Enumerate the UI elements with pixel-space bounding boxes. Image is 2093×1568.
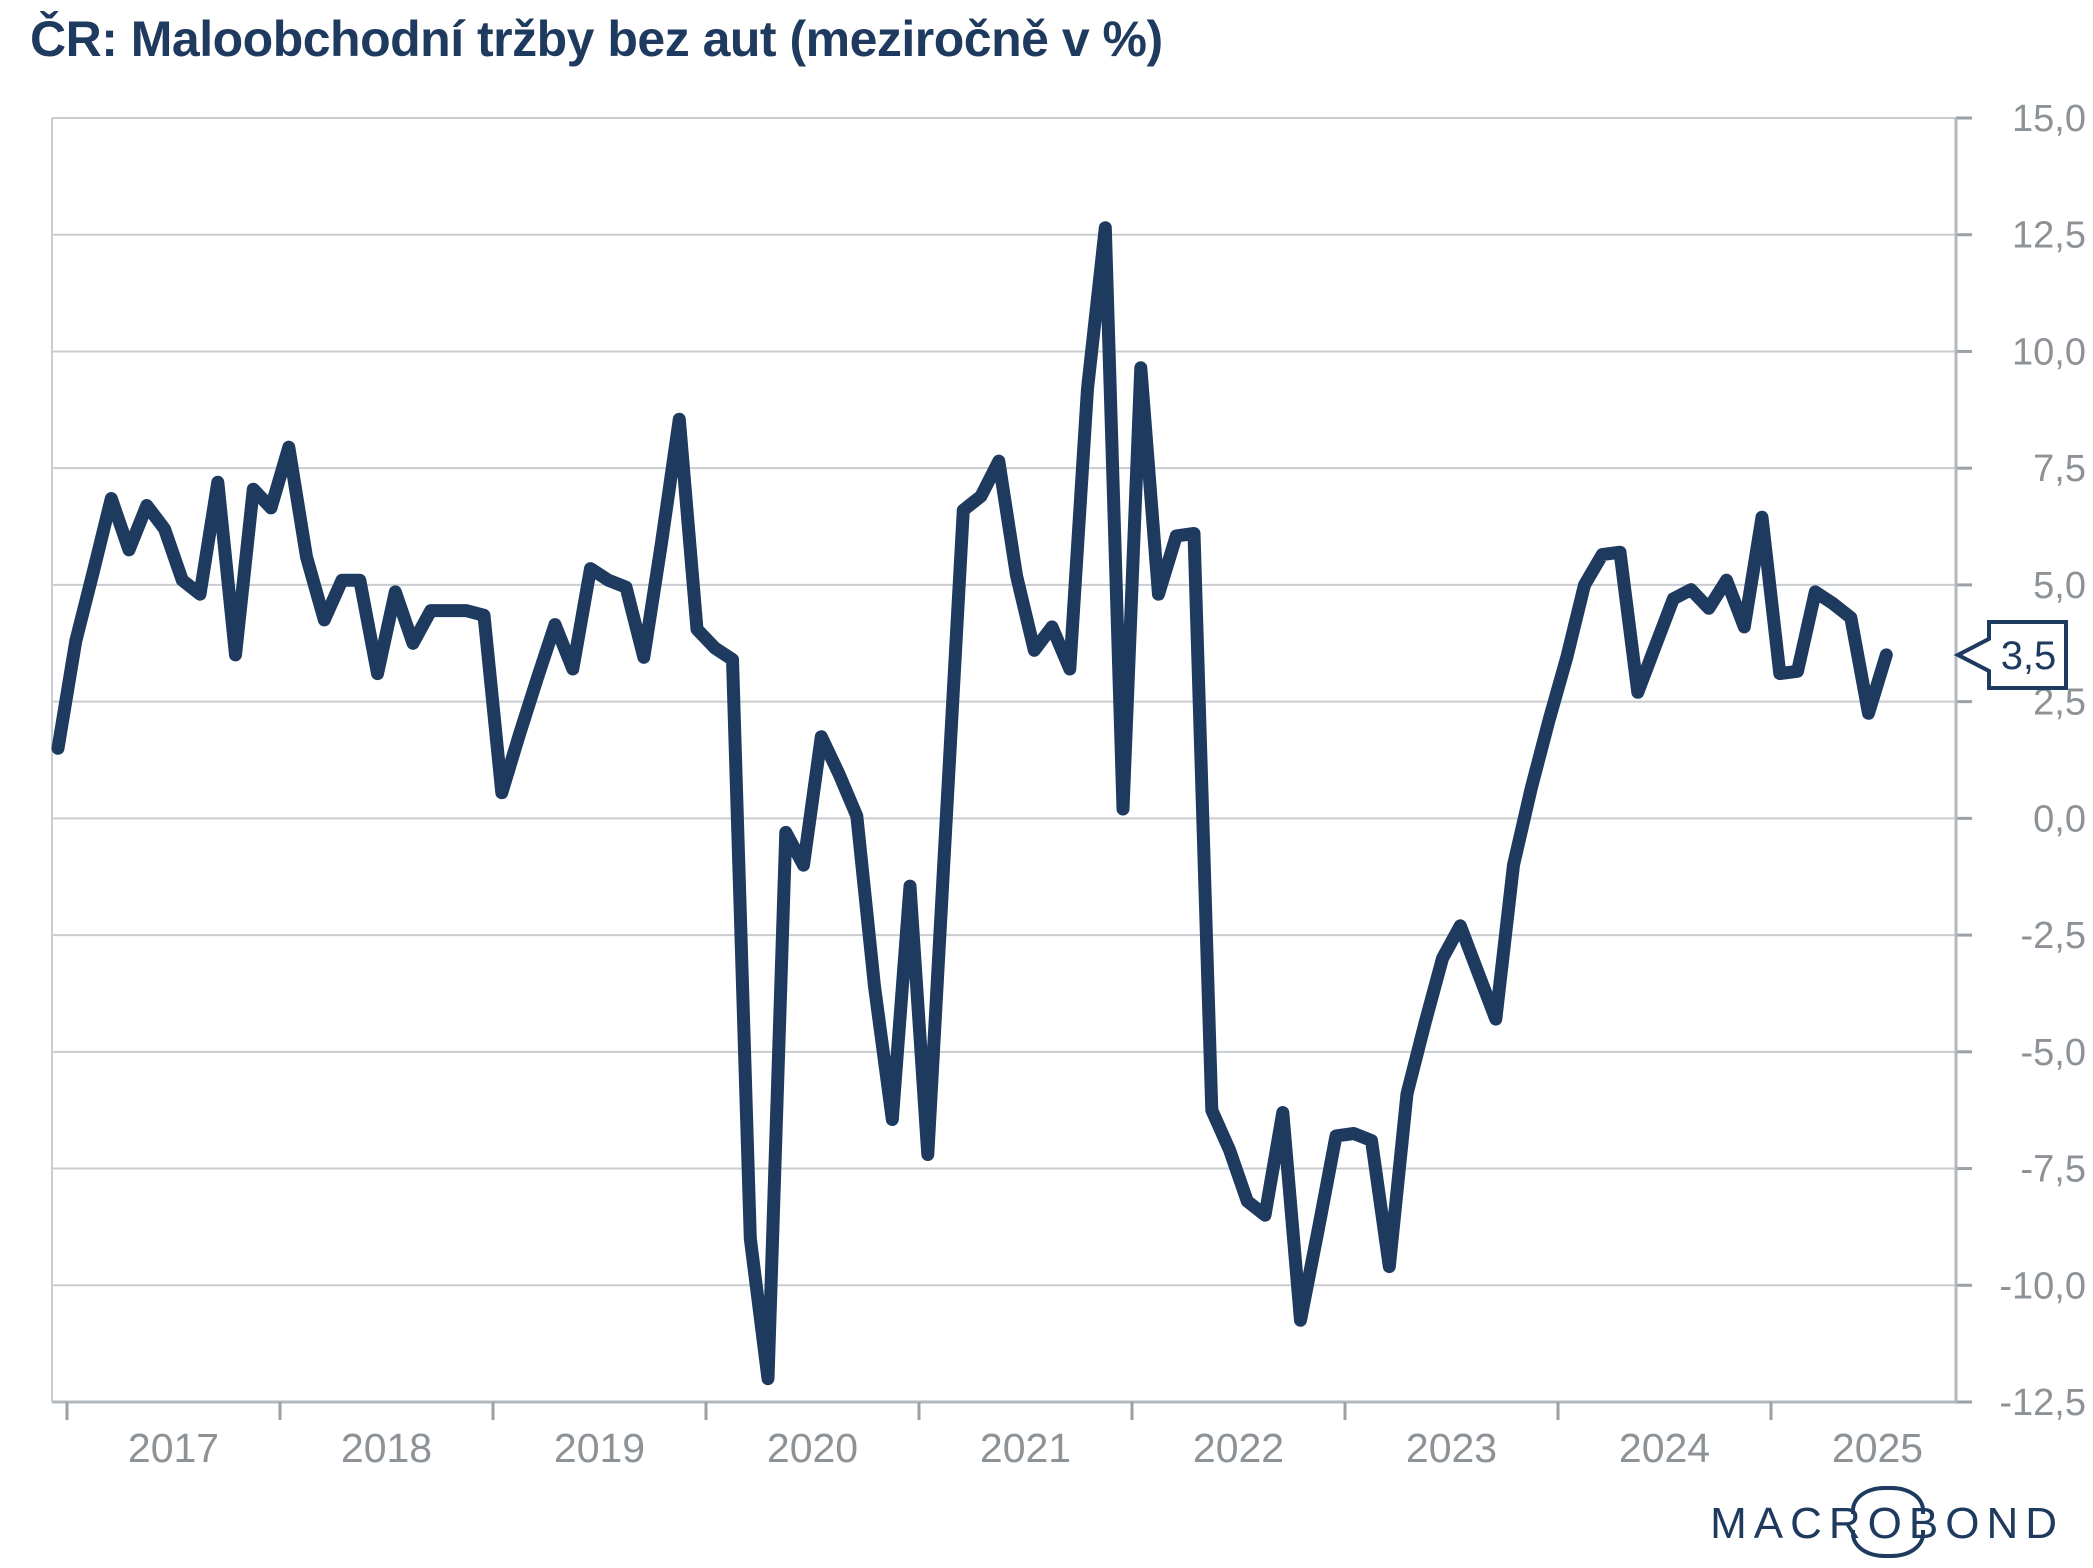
y-axis-label: -5,0 bbox=[2021, 1032, 2086, 1074]
y-axis-label: -10,0 bbox=[1999, 1265, 2086, 1307]
y-axis-label: 15,0 bbox=[2012, 98, 2086, 140]
logo-text-left: MACR bbox=[1710, 1499, 1868, 1548]
y-axis-label: 10,0 bbox=[2012, 331, 2086, 373]
x-axis-label: 2017 bbox=[128, 1425, 219, 1471]
logo-text-right: BOND bbox=[1908, 1499, 2064, 1548]
y-axis-label: 12,5 bbox=[2012, 215, 2086, 257]
x-axis-label: 2018 bbox=[341, 1425, 432, 1471]
last-value-callout bbox=[1953, 619, 2068, 690]
x-axis-label: 2019 bbox=[554, 1425, 645, 1471]
logo-circled-o-icon: O bbox=[1867, 1499, 1909, 1548]
x-axis-label: 2023 bbox=[1406, 1425, 1497, 1471]
y-axis-label: 7,5 bbox=[2033, 448, 2086, 490]
x-axis-label: 2025 bbox=[1832, 1425, 1923, 1471]
y-axis-label: -12,5 bbox=[1999, 1382, 2086, 1424]
y-axis-label: 5,0 bbox=[2033, 565, 2086, 607]
y-axis-label: -2,5 bbox=[2021, 915, 2086, 957]
chart-title: ČR: Maloobchodní tržby bez aut (meziročn… bbox=[30, 11, 1163, 67]
data-line bbox=[51, 221, 1893, 1386]
x-axis-label: 2020 bbox=[767, 1425, 858, 1471]
x-axis-label: 2024 bbox=[1619, 1425, 1710, 1471]
last-value-label: 3,5 bbox=[2001, 634, 2057, 678]
y-axis-label: 0,0 bbox=[2033, 798, 2086, 840]
macrobond-logo: MACROBOND bbox=[1710, 1502, 2064, 1546]
x-axis-label: 2021 bbox=[980, 1425, 1071, 1471]
y-axis-label: -7,5 bbox=[2021, 1149, 2086, 1191]
x-axis-label: 2022 bbox=[1193, 1425, 1284, 1471]
